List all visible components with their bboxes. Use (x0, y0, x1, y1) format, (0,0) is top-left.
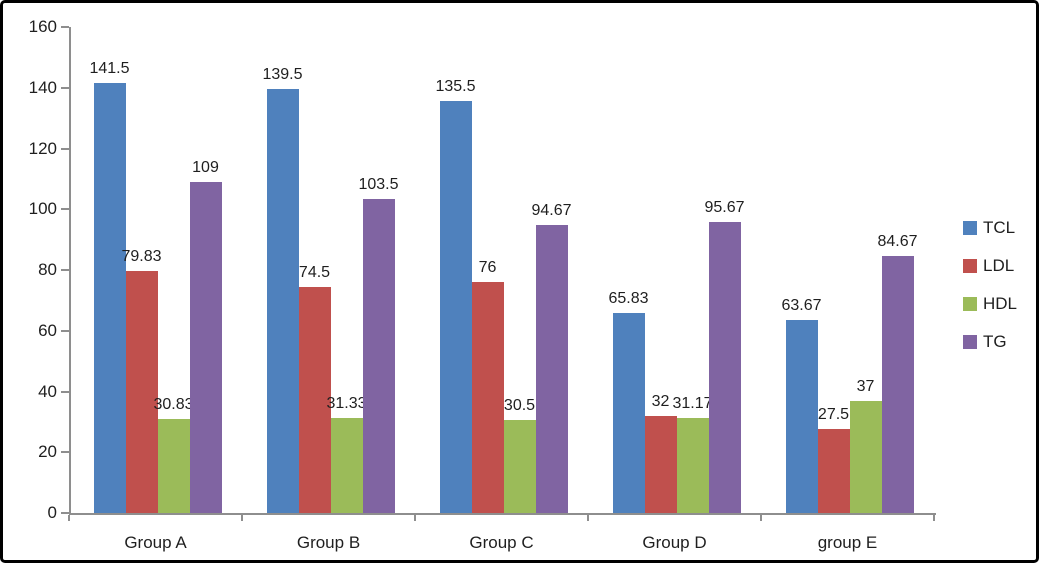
bar-hdl-group-c (503, 420, 536, 513)
legend-label: TG (983, 332, 1007, 351)
y-tick-label: 0 (47, 503, 57, 522)
y-tick (61, 147, 69, 150)
bar-value-label: 95.67 (704, 199, 745, 217)
bar-hdl-group-e (849, 400, 882, 513)
bar-value-label: 103.5 (358, 175, 399, 193)
x-tick (414, 515, 416, 521)
x-tick (587, 515, 589, 521)
y-tick-label: 20 (38, 442, 57, 462)
x-category-label: Group A (124, 533, 187, 552)
bar-value-label: 30.5 (503, 397, 536, 415)
bar-tg-group-d (708, 222, 741, 513)
bar-value-label: 37 (856, 377, 875, 395)
bar-ldl-group-d (644, 415, 677, 513)
bar-tcl-group-a (93, 83, 126, 513)
bar-value-label: 79.83 (121, 247, 162, 265)
bar-value-label: 84.67 (877, 232, 918, 250)
bar-value-label: 31.17 (672, 395, 713, 413)
legend-swatch-icon (963, 297, 977, 311)
y-tick-label: 100 (28, 199, 57, 219)
y-tick-label: 60 (38, 320, 57, 340)
x-tick (760, 515, 762, 521)
legend-swatch-icon (963, 335, 977, 349)
bar-tcl-group-e (785, 319, 818, 513)
bar-value-label: 31.33 (326, 394, 367, 412)
bar-tg-group-e (881, 255, 914, 513)
legend-item-ldl: LDL (963, 254, 1017, 278)
bar-value-label: 135.5 (435, 78, 476, 96)
bar-ldl-group-e (817, 429, 850, 513)
y-tick-label: 120 (28, 138, 57, 158)
x-category-label: Group D (642, 533, 707, 552)
legend-label: TCL (983, 218, 1016, 237)
bar-value-label: 74.5 (298, 263, 331, 281)
y-tick-label: 40 (38, 381, 57, 401)
y-tick (61, 26, 69, 28)
x-tick (68, 515, 70, 521)
bar-ldl-group-a (125, 270, 158, 513)
bar-hdl-group-d (676, 418, 709, 513)
legend-swatch-icon (963, 221, 977, 235)
bar-value-label: 94.67 (531, 202, 572, 220)
bar-value-label: 27.5 (817, 406, 850, 424)
bar-hdl-group-a (157, 419, 190, 513)
x-category-label: Group C (469, 533, 534, 552)
bar-tcl-group-d (612, 313, 645, 513)
x-tick (241, 515, 243, 521)
y-tick (61, 329, 69, 332)
legend: TCL LDL HDL TG (963, 216, 1017, 368)
bar-value-label: 63.67 (781, 296, 822, 314)
y-tick-label: 160 (28, 17, 57, 36)
bar-ldl-group-c (471, 282, 504, 513)
bar-value-label: 109 (192, 158, 219, 176)
bar-value-label: 30.83 (153, 396, 194, 414)
bar-value-label: 65.83 (608, 290, 649, 308)
bar-tg-group-b (362, 198, 395, 513)
y-tick (61, 451, 69, 454)
bar-value-label: 139.5 (262, 66, 303, 84)
legend-item-hdl: HDL (963, 292, 1017, 316)
y-tick-label: 80 (38, 260, 57, 279)
y-tick-label: 140 (28, 77, 57, 97)
bar-tcl-group-b (266, 89, 299, 513)
bar-tg-group-c (535, 225, 568, 513)
y-tick (61, 390, 69, 393)
legend-item-tcl: TCL (963, 216, 1017, 240)
x-category-label: Group B (296, 533, 361, 552)
bar-hdl-group-b (330, 417, 363, 513)
legend-label: LDL (983, 256, 1015, 275)
bar-tg-group-a (189, 181, 222, 513)
legend-label: HDL (983, 294, 1018, 313)
bar-value-label: 141.5 (89, 60, 130, 78)
bar-ldl-group-b (298, 286, 331, 513)
bar-tcl-group-c (439, 101, 472, 513)
bar-value-label: 76 (478, 259, 497, 277)
x-tick (933, 515, 935, 521)
bar-value-label: 32 (651, 392, 670, 410)
legend-swatch-icon (963, 259, 977, 273)
legend-item-tg: TG (963, 330, 1017, 354)
x-category-label: group E (817, 533, 878, 552)
plot-area: 141.5 139.5 135.5 65.83 63.67 79.83 74.5 76 32 27… (69, 27, 936, 515)
y-tick (61, 208, 69, 211)
y-tick (61, 512, 69, 514)
y-tick (61, 86, 69, 89)
y-tick (61, 269, 69, 271)
